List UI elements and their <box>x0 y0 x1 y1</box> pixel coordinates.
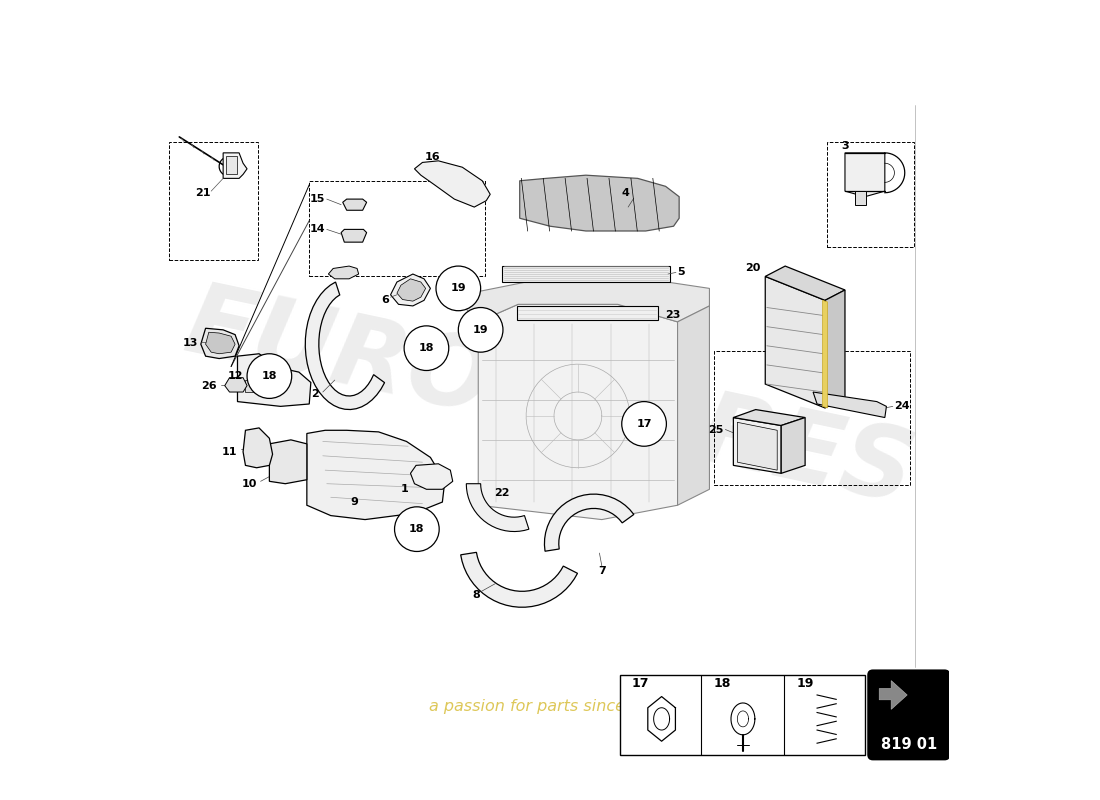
Text: 18: 18 <box>419 343 435 353</box>
Circle shape <box>459 307 503 352</box>
Polygon shape <box>737 422 778 470</box>
Polygon shape <box>766 277 825 408</box>
Polygon shape <box>245 380 270 392</box>
Text: 7: 7 <box>598 566 606 577</box>
Text: 819 01: 819 01 <box>881 737 937 752</box>
Text: 1: 1 <box>402 484 409 494</box>
Polygon shape <box>879 681 908 710</box>
Text: 6: 6 <box>381 294 389 305</box>
Text: 14: 14 <box>309 224 326 234</box>
Polygon shape <box>519 175 679 231</box>
Bar <box>309 181 485 277</box>
Text: 5: 5 <box>678 267 685 278</box>
Polygon shape <box>855 191 866 205</box>
Text: 2: 2 <box>311 389 319 398</box>
Text: EUROSPARES: EUROSPARES <box>177 275 923 525</box>
Text: 13: 13 <box>183 338 198 347</box>
Polygon shape <box>270 440 307 484</box>
Circle shape <box>436 266 481 310</box>
Text: 10: 10 <box>242 478 257 489</box>
Text: 22: 22 <box>494 488 510 498</box>
Polygon shape <box>734 410 805 426</box>
Bar <box>620 675 865 754</box>
Text: 3: 3 <box>842 142 849 151</box>
Polygon shape <box>678 306 710 506</box>
Polygon shape <box>341 230 366 242</box>
Text: 16: 16 <box>425 152 440 162</box>
FancyBboxPatch shape <box>868 670 949 759</box>
Polygon shape <box>329 266 359 279</box>
Text: a passion for parts since 1985: a passion for parts since 1985 <box>429 699 671 714</box>
Text: 20: 20 <box>746 263 761 274</box>
Bar <box>169 142 258 261</box>
Polygon shape <box>238 354 311 406</box>
Polygon shape <box>206 332 235 354</box>
Polygon shape <box>224 378 248 392</box>
Bar <box>827 142 913 247</box>
Text: 26: 26 <box>201 381 217 390</box>
Polygon shape <box>503 266 670 282</box>
Polygon shape <box>397 279 426 301</box>
Circle shape <box>404 326 449 370</box>
Text: 8: 8 <box>472 590 480 600</box>
Text: 25: 25 <box>708 426 724 435</box>
Text: 4: 4 <box>621 188 629 198</box>
Text: 21: 21 <box>196 188 211 198</box>
Text: 19: 19 <box>796 677 814 690</box>
Polygon shape <box>825 290 845 408</box>
Circle shape <box>248 354 292 398</box>
Polygon shape <box>201 328 239 358</box>
Polygon shape <box>227 156 238 174</box>
Text: 19: 19 <box>451 283 466 294</box>
Polygon shape <box>306 282 385 410</box>
Text: 24: 24 <box>894 402 910 411</box>
Text: 23: 23 <box>666 310 681 321</box>
Polygon shape <box>823 300 827 408</box>
Polygon shape <box>517 306 658 320</box>
Polygon shape <box>734 418 781 474</box>
Polygon shape <box>415 161 491 207</box>
Text: 18: 18 <box>262 371 277 381</box>
Polygon shape <box>781 418 805 474</box>
Polygon shape <box>766 266 845 300</box>
Text: 17: 17 <box>631 677 649 690</box>
Polygon shape <box>478 304 678 519</box>
Polygon shape <box>307 430 444 519</box>
Polygon shape <box>813 392 887 418</box>
Circle shape <box>395 507 439 551</box>
Text: 18: 18 <box>714 677 730 690</box>
Polygon shape <box>343 199 366 210</box>
Text: 11: 11 <box>222 447 238 457</box>
Text: 12: 12 <box>228 371 243 381</box>
Text: 19: 19 <box>473 325 488 335</box>
Polygon shape <box>410 464 453 490</box>
Polygon shape <box>223 153 248 178</box>
Polygon shape <box>454 277 710 322</box>
Text: 9: 9 <box>351 497 359 507</box>
Polygon shape <box>243 428 273 468</box>
Text: 18: 18 <box>409 524 425 534</box>
Polygon shape <box>845 153 884 197</box>
Text: 15: 15 <box>310 194 326 204</box>
Polygon shape <box>390 274 430 306</box>
Polygon shape <box>544 494 634 551</box>
Circle shape <box>621 402 667 446</box>
Polygon shape <box>466 484 529 531</box>
Polygon shape <box>461 552 578 607</box>
Bar <box>714 351 910 486</box>
Text: 17: 17 <box>636 419 652 429</box>
